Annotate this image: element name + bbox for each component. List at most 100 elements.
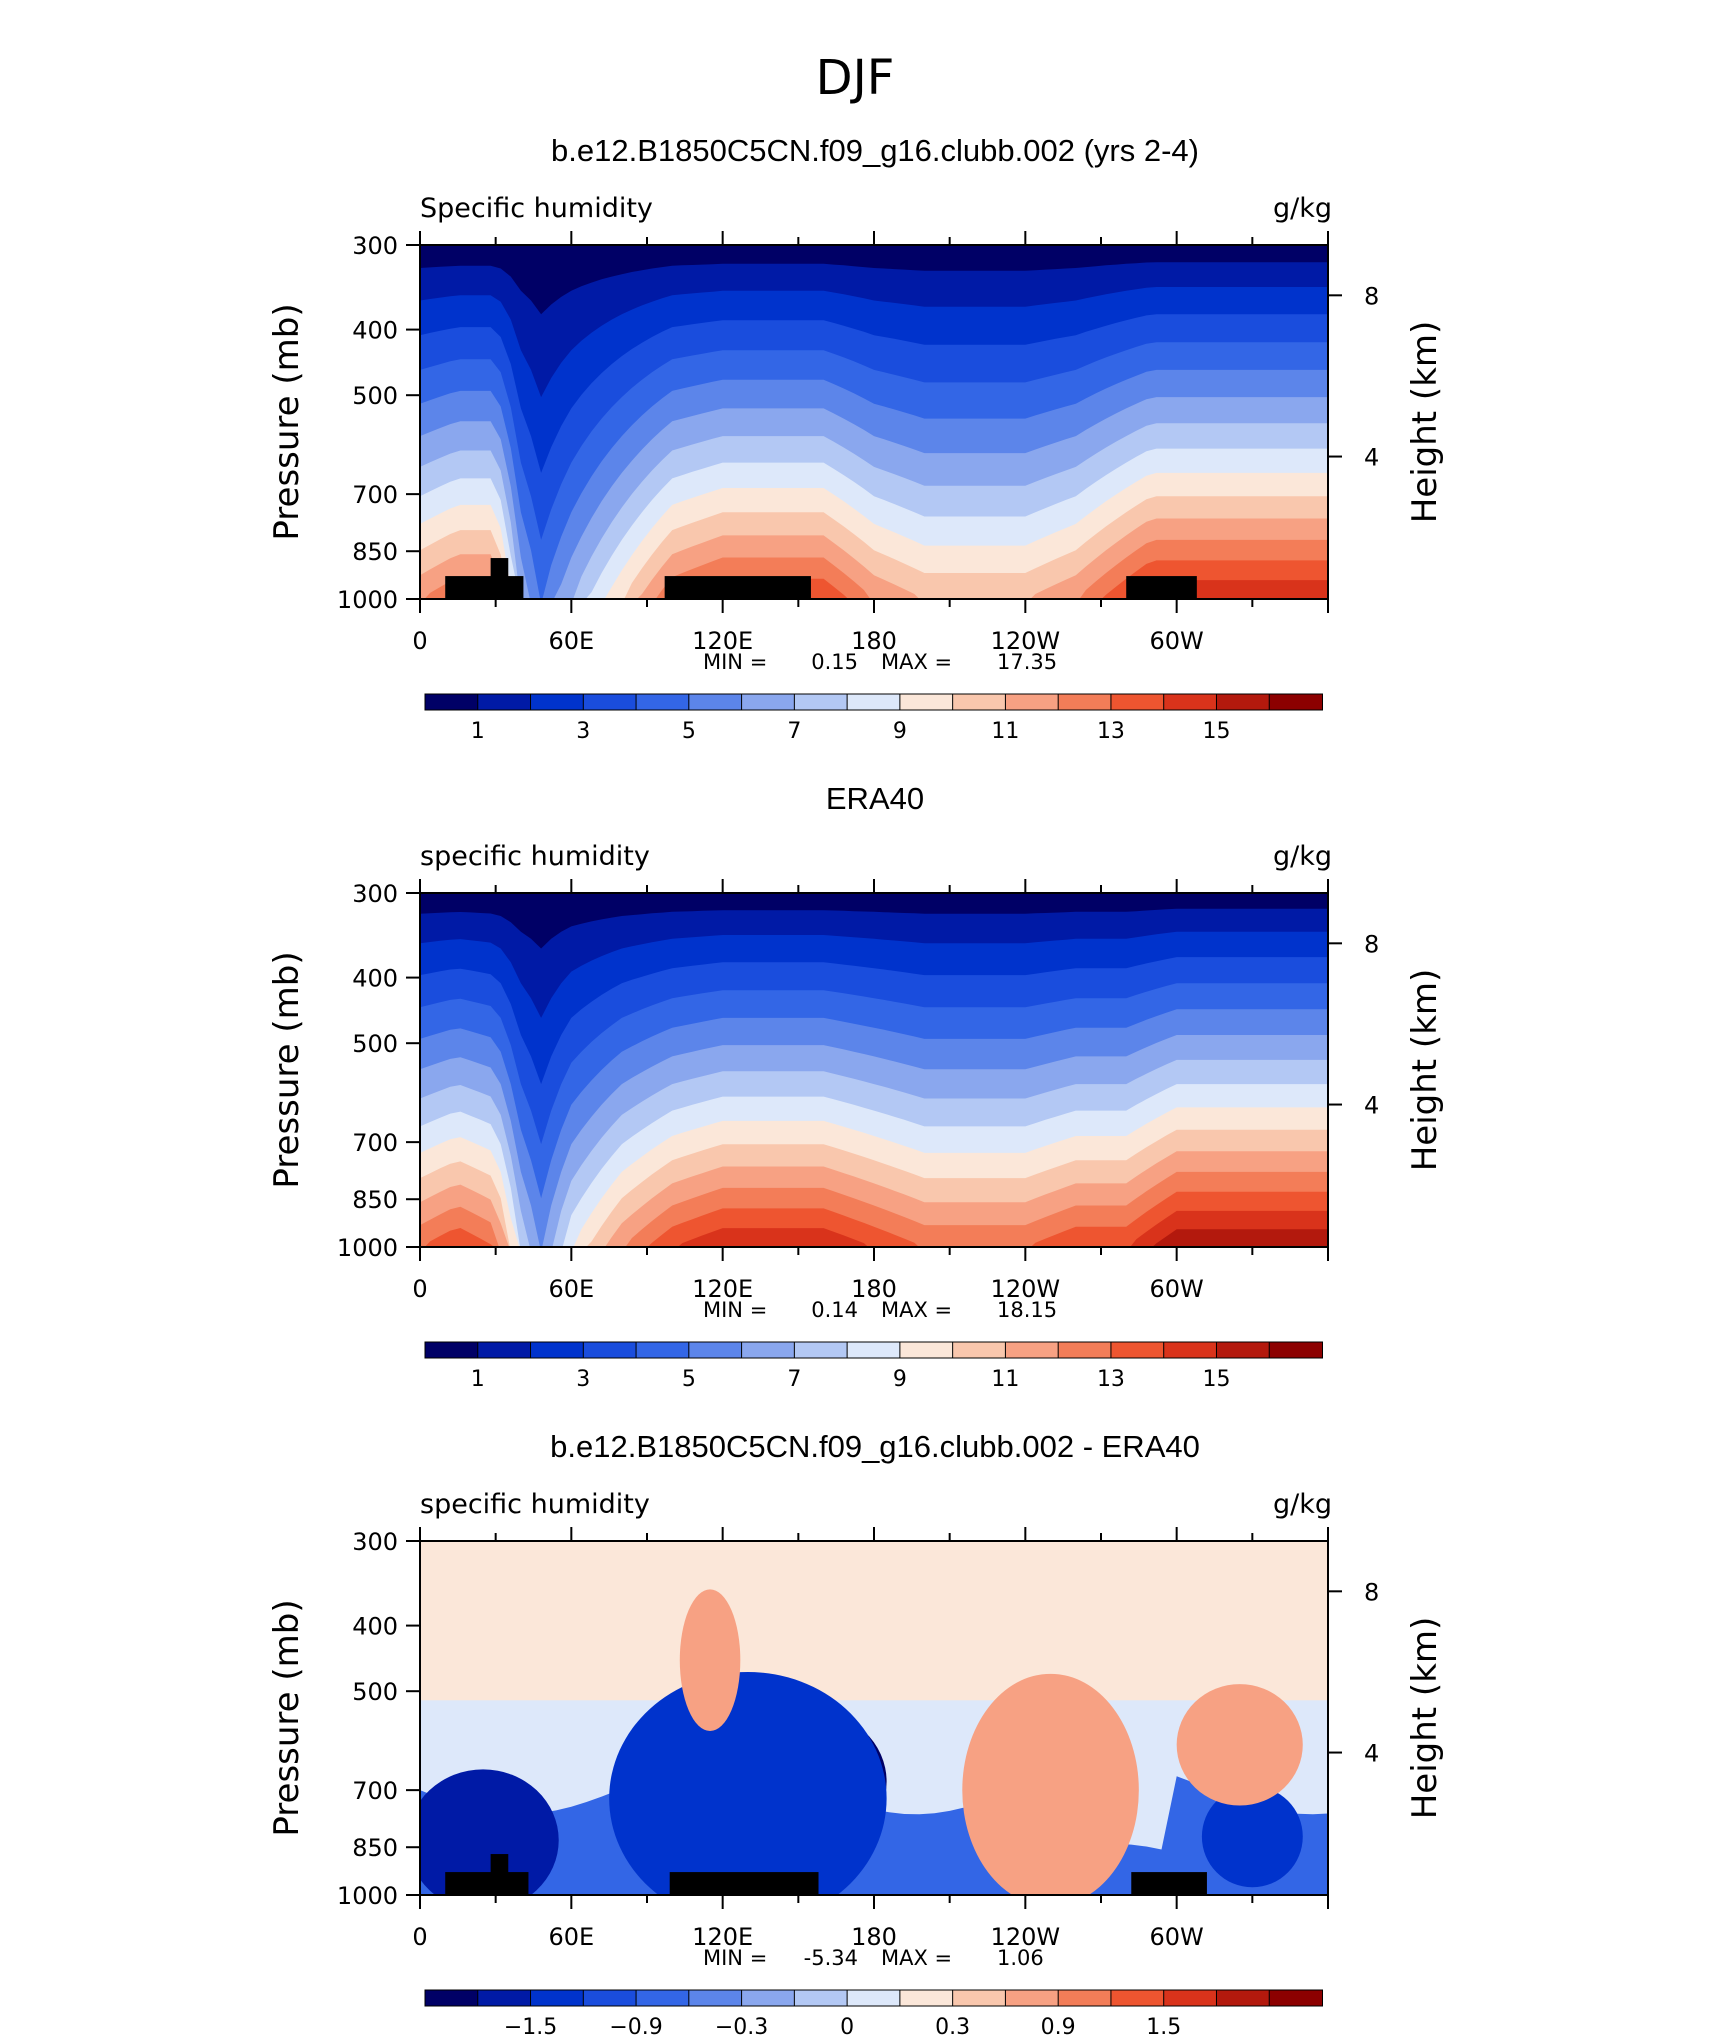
x-tick-label: 180 bbox=[851, 1923, 897, 1951]
colorbar-swatch bbox=[952, 1989, 1007, 2007]
plot-field-0 bbox=[420, 245, 1328, 599]
max-label: MAX = bbox=[881, 1946, 952, 1970]
colorbar-swatch bbox=[530, 1341, 585, 1359]
min-value: 0.15 bbox=[811, 650, 858, 674]
y-tick-label: 700 bbox=[352, 1777, 398, 1805]
max-value: 1.06 bbox=[997, 1946, 1044, 1970]
colorbar-swatch bbox=[899, 1341, 954, 1359]
colorbar-swatch bbox=[477, 1341, 532, 1359]
colorbar-swatch bbox=[1057, 1989, 1112, 2007]
colorbar-swatch bbox=[741, 1341, 796, 1359]
right-tick-label: 4 bbox=[1364, 1092, 1379, 1120]
y-tick-label: 400 bbox=[352, 317, 398, 345]
colorbar-swatch bbox=[1004, 1989, 1060, 2007]
min-label: MIN = bbox=[703, 1298, 767, 1322]
colorbar-swatch bbox=[477, 1989, 532, 2007]
colorbar-tick-label: −0.3 bbox=[715, 2015, 768, 2038]
panel-units-label: g/kg bbox=[1273, 193, 1332, 224]
colorbar-swatch bbox=[1004, 1341, 1060, 1359]
right-tick-label: 8 bbox=[1364, 282, 1379, 310]
colorbar-tick-label: 7 bbox=[787, 719, 801, 744]
y-tick-label: 850 bbox=[352, 1834, 398, 1862]
panel-variable-label: Specific humidity bbox=[420, 193, 653, 224]
max-label: MAX = bbox=[881, 650, 952, 674]
topography-mask-0 bbox=[445, 576, 524, 599]
colorbar-swatch bbox=[688, 693, 743, 711]
colorbar-tick-label: 1.5 bbox=[1146, 2015, 1181, 2038]
colorbar-swatch bbox=[1004, 693, 1060, 711]
colorbar-swatch bbox=[424, 693, 479, 711]
plot-field-1 bbox=[420, 893, 1328, 1247]
colorbar-swatch bbox=[846, 693, 901, 711]
y-tick-label: 300 bbox=[352, 232, 398, 260]
panel-title: b.e12.B1850C5CN.f09_g16.clubb.002 (yrs 2… bbox=[551, 133, 1199, 168]
anomaly-blob-2 bbox=[420, 1769, 559, 1895]
colorbar-tick-label: 11 bbox=[991, 1367, 1019, 1392]
colorbar-swatch bbox=[635, 1341, 690, 1359]
contour-band-15 bbox=[420, 1229, 1328, 1247]
x-tick-label: 60W bbox=[1150, 1923, 1204, 1951]
right-tick-label: 4 bbox=[1364, 1740, 1379, 1768]
x-tick-label: 0 bbox=[412, 1923, 427, 1951]
right-axis-title: Height (km) bbox=[1405, 321, 1445, 524]
min-value: -5.34 bbox=[804, 1946, 858, 1970]
right-tick-label: 8 bbox=[1364, 1578, 1379, 1606]
upper-region bbox=[420, 1541, 1328, 1701]
colorbar-swatch bbox=[1268, 1341, 1324, 1359]
colorbar-swatch bbox=[1110, 1341, 1165, 1359]
x-tick-label: 180 bbox=[851, 1275, 897, 1303]
right-axis-title: Height (km) bbox=[1405, 969, 1445, 1172]
topography-mask-2 bbox=[669, 1872, 819, 1895]
colorbar-swatch bbox=[846, 1989, 901, 2007]
colorbar-swatch bbox=[635, 1989, 690, 2007]
colorbar-swatch bbox=[530, 1989, 585, 2007]
colorbar-swatch bbox=[1110, 1989, 1165, 2007]
y-tick-label: 1000 bbox=[337, 586, 398, 614]
x-tick-label: 120W bbox=[991, 1275, 1061, 1303]
y-tick-label: 500 bbox=[352, 1030, 398, 1058]
colorbar-tick-label: 3 bbox=[576, 719, 590, 744]
colorbar-swatch bbox=[530, 693, 585, 711]
colorbar-tick-label: 0 bbox=[840, 2015, 854, 2038]
colorbar-swatch bbox=[1163, 693, 1218, 711]
colorbar-swatch bbox=[741, 693, 796, 711]
figure-title: DJF bbox=[816, 50, 895, 106]
x-tick-label: 60E bbox=[548, 1275, 594, 1303]
colorbar-swatch bbox=[793, 693, 849, 711]
colorbar-tick-label: 9 bbox=[893, 1367, 907, 1392]
x-tick-label: 60W bbox=[1150, 627, 1204, 655]
panel-units-label: g/kg bbox=[1273, 1489, 1332, 1520]
topography-mask-1 bbox=[490, 1854, 509, 1895]
colorbar-tick-label: 11 bbox=[991, 719, 1019, 744]
x-tick-label: 0 bbox=[412, 1275, 427, 1303]
colorbar-tick-label: 0.3 bbox=[935, 2015, 970, 2038]
colorbar-swatch bbox=[582, 693, 638, 711]
x-tick-label: 60E bbox=[548, 1923, 594, 1951]
min-label: MIN = bbox=[703, 1946, 767, 1970]
topography-mask-2 bbox=[664, 576, 811, 599]
y-axis-title: Pressure (mb) bbox=[267, 1599, 307, 1836]
anomaly-blob-7 bbox=[1176, 1684, 1303, 1806]
colorbar-tick-label: 13 bbox=[1097, 1367, 1125, 1392]
contour-band-12 bbox=[420, 539, 1328, 599]
x-tick-label: 120E bbox=[692, 627, 753, 655]
y-tick-label: 1000 bbox=[337, 1882, 398, 1910]
colorbar-swatch bbox=[424, 1989, 479, 2007]
x-tick-label: 60E bbox=[548, 627, 594, 655]
anomaly-blob-1 bbox=[609, 1672, 887, 1895]
colorbar-swatch bbox=[1215, 1341, 1271, 1359]
colorbar-swatch bbox=[424, 1341, 479, 1359]
x-tick-label: 120W bbox=[991, 627, 1061, 655]
anomaly-blob-5 bbox=[962, 1673, 1139, 1895]
min-value: 0.14 bbox=[811, 1298, 858, 1322]
y-tick-label: 400 bbox=[352, 1613, 398, 1641]
max-value: 18.15 bbox=[997, 1298, 1057, 1322]
colorbar-swatch bbox=[1163, 1989, 1218, 2007]
colorbar-tick-label: 5 bbox=[682, 1367, 696, 1392]
plot-field-2 bbox=[420, 1541, 1328, 1895]
y-tick-label: 300 bbox=[352, 880, 398, 908]
colorbar-swatch bbox=[688, 1341, 743, 1359]
y-tick-label: 850 bbox=[352, 1186, 398, 1214]
max-value: 17.35 bbox=[997, 650, 1057, 674]
